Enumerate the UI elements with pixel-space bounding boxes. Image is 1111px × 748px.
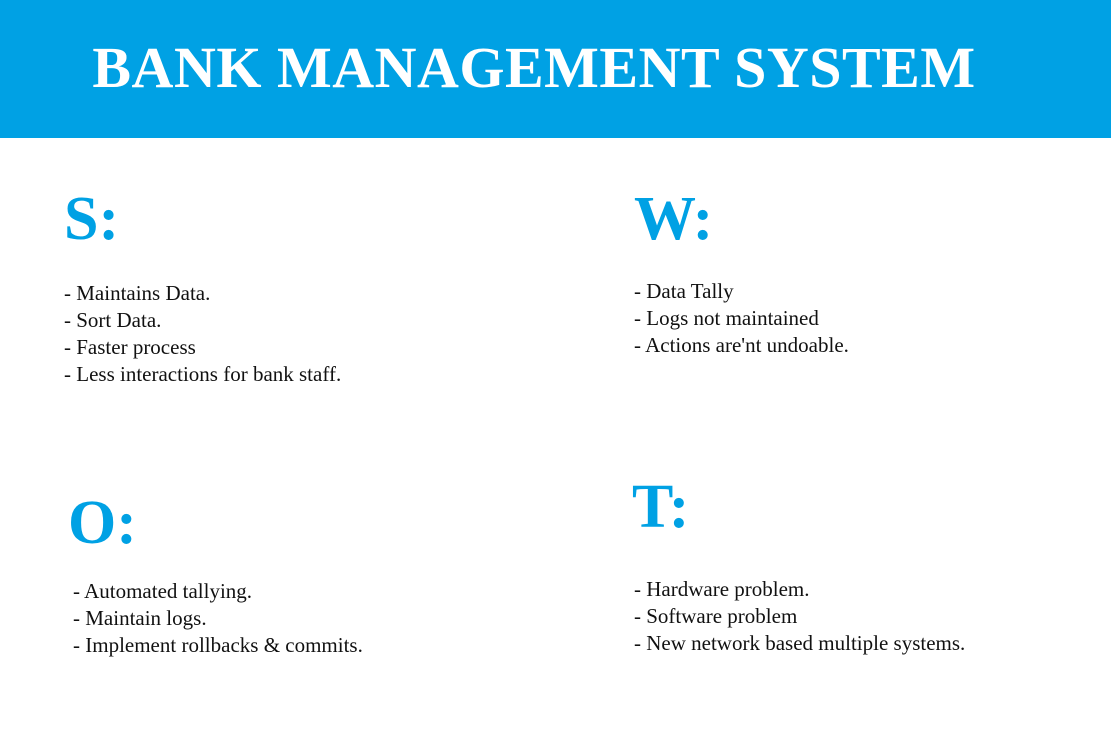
threats-heading: T: <box>632 473 690 541</box>
opportunities-list: - Automated tallying. - Maintain logs. -… <box>73 578 363 659</box>
list-item: - Data Tally <box>634 279 734 303</box>
list-item: - New network based multiple systems. <box>634 631 966 655</box>
weaknesses-heading: W: <box>634 185 714 253</box>
list-item: - Logs not maintained <box>634 306 819 330</box>
list-item: - Software problem <box>634 604 798 628</box>
weaknesses-section: W: - Data Tally - Logs not maintained - … <box>634 185 849 357</box>
list-item: - Sort Data. <box>64 308 162 332</box>
list-item: - Less interactions for bank staff. <box>64 362 342 386</box>
title-banner: BANK MANAGEMENT SYSTEM <box>0 0 1111 138</box>
threats-section: T: - Hardware problem. - Software proble… <box>632 473 965 655</box>
strengths-heading: S: <box>64 185 120 253</box>
strengths-section: S: - Maintains Data. - Sort Data. - Fast… <box>64 185 341 386</box>
opportunities-section: O: - Automated tallying. - Maintain logs… <box>68 489 363 657</box>
list-item: - Maintain logs. <box>73 606 207 630</box>
list-item: - Maintains Data. <box>64 281 211 305</box>
page-title: BANK MANAGEMENT SYSTEM <box>92 35 976 100</box>
list-item: - Automated tallying. <box>73 579 253 603</box>
list-item: - Faster process <box>64 335 196 359</box>
list-item: - Implement rollbacks & commits. <box>73 633 363 657</box>
list-item: - Actions are'nt undoable. <box>634 333 849 357</box>
opportunities-heading: O: <box>68 489 137 557</box>
threats-list: - Hardware problem. - Software problem -… <box>634 576 965 657</box>
strengths-list: - Maintains Data. - Sort Data. - Faster … <box>64 280 341 388</box>
list-item: - Hardware problem. <box>634 577 810 601</box>
weaknesses-list: - Data Tally - Logs not maintained - Act… <box>634 278 849 359</box>
